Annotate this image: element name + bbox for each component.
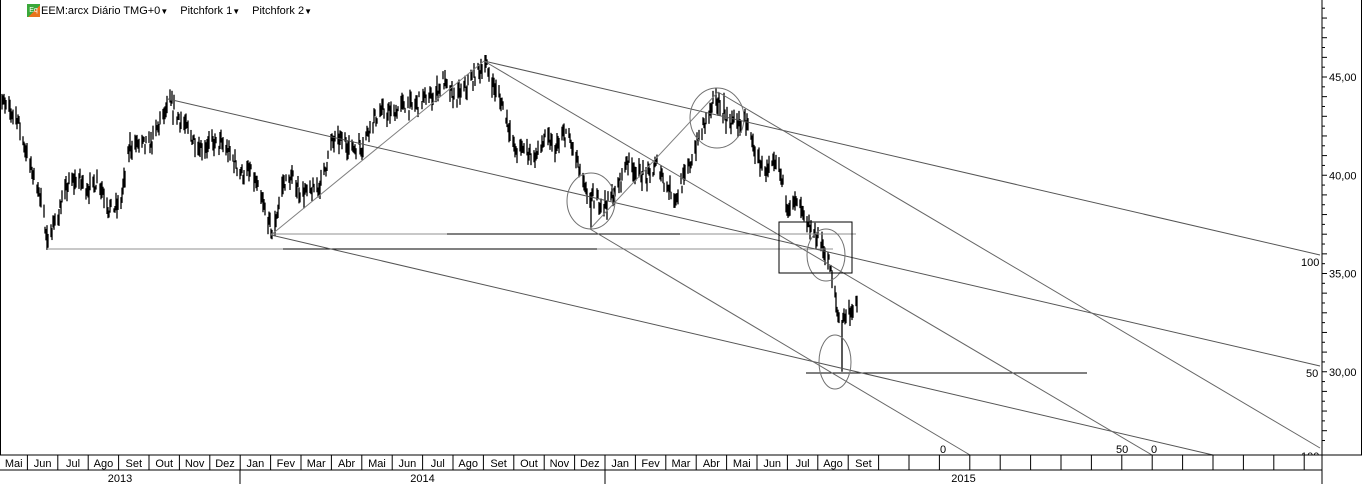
- pitchfork-1-label: Pitchfork 1: [180, 4, 233, 17]
- month-label: Mai: [368, 458, 386, 470]
- month-label: Out: [155, 458, 173, 470]
- price-bars: [1, 54, 858, 372]
- price-axis[interactable]: 45,00 40,00 35,00 30,00: [1321, 0, 1357, 484]
- symbol-menu-label: EEM:arcx Diário TMG+0: [41, 4, 161, 17]
- month-label: Ago: [94, 458, 114, 470]
- chart-header: Eq EEM:arcx Diário TMG+0▼ Pitchfork 1▼ P…: [27, 3, 324, 18]
- pitchfork-2-median[interactable]: [483, 60, 1153, 456]
- pitchfork-label: 100: [1301, 257, 1319, 269]
- month-label: Abr: [338, 458, 355, 470]
- highlight-circle-apr-2015[interactable]: [689, 87, 745, 149]
- exchange-logo-icon: Eq: [27, 4, 40, 17]
- drawing-annotations: [47, 60, 1321, 456]
- month-label: Dez: [215, 458, 235, 470]
- month-label: Mar: [307, 458, 326, 470]
- month-label: Mai: [5, 458, 23, 470]
- month-label: Jan: [247, 458, 265, 470]
- pitchfork-2-handle[interactable]: [589, 91, 719, 230]
- highlight-rectangle[interactable]: [778, 221, 853, 274]
- price-axis-label: 30,00: [1329, 367, 1357, 379]
- pitchfork-label: 0: [1151, 444, 1157, 456]
- month-label: Set: [490, 458, 507, 470]
- pitchfork-label: 50: [1306, 368, 1318, 380]
- year-label: 2014: [410, 473, 434, 485]
- month-label: Out: [520, 458, 538, 470]
- pitchfork-2-menu[interactable]: Pitchfork 2▼: [252, 5, 312, 17]
- month-label: Jul: [431, 458, 445, 470]
- price-axis-label: 45,00: [1329, 72, 1357, 84]
- month-label: Jun: [763, 458, 781, 470]
- month-label: Mai: [733, 458, 751, 470]
- caret-down-icon: ▼: [304, 6, 313, 16]
- price-axis-label: 40,00: [1329, 170, 1357, 182]
- highlight-circle-dec-2014[interactable]: [566, 172, 616, 230]
- pitchfork-1-upper[interactable]: [483, 60, 1321, 256]
- month-label: Dez: [580, 458, 600, 470]
- month-label: Mar: [672, 458, 691, 470]
- caret-down-icon: ▼: [160, 6, 169, 16]
- month-label: Jul: [796, 458, 810, 470]
- year-label: 2015: [951, 473, 975, 485]
- pitchfork-level-labels: 100 50 0 50 0 100: [940, 257, 1319, 463]
- pitchfork-2-upper[interactable]: [717, 91, 1321, 449]
- pitchfork-1-median[interactable]: [167, 98, 1321, 367]
- pitchfork-1-lower[interactable]: [270, 234, 1214, 456]
- month-label: Jan: [611, 458, 629, 470]
- month-label: Fev: [277, 458, 296, 470]
- pitchfork-label: 0: [940, 444, 946, 456]
- month-label: Set: [855, 458, 872, 470]
- year-label: 2013: [108, 473, 132, 485]
- month-label: Jul: [66, 458, 80, 470]
- month-label: Jun: [399, 458, 417, 470]
- time-axis[interactable]: Mai Jun Jul Ago Set Out Nov Dez Jan Fev Mar Abr Mai J…: [0, 454, 1362, 485]
- pitchfork-label: 50: [1116, 444, 1128, 456]
- highlight-circle-aug-2015[interactable]: [818, 334, 852, 390]
- highlight-circle-jul-2015[interactable]: [806, 228, 846, 282]
- month-label: Fev: [641, 458, 660, 470]
- symbol-menu[interactable]: EEM:arcx Diário TMG+0▼: [41, 5, 168, 17]
- month-label: Abr: [703, 458, 720, 470]
- pitchfork-1-menu[interactable]: Pitchfork 1▼: [180, 5, 240, 17]
- caret-down-icon: ▼: [232, 6, 241, 16]
- month-label: Set: [126, 458, 143, 470]
- month-label: Ago: [823, 458, 843, 470]
- month-label: Ago: [458, 458, 478, 470]
- pitchfork-2-lower[interactable]: [589, 228, 971, 456]
- month-label: Jun: [34, 458, 52, 470]
- pitchfork-2-label: Pitchfork 2: [252, 4, 305, 17]
- month-label: Nov: [185, 458, 205, 470]
- month-label: Nov: [550, 458, 570, 470]
- price-axis-label: 35,00: [1329, 269, 1357, 281]
